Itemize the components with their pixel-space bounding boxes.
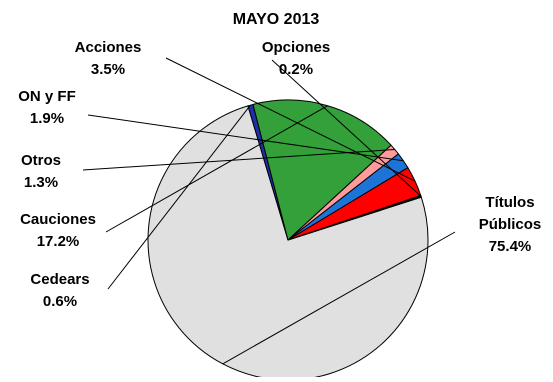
- chart-title: MAYO 2013: [233, 11, 320, 28]
- leader-line: [87, 114, 404, 162]
- slice-label: Cauciones 17.2%: [20, 211, 96, 250]
- slice-label: Cedears 0.6%: [30, 271, 89, 310]
- leader-line: [105, 105, 328, 233]
- leader-line: [271, 59, 422, 197]
- leader-line: [82, 149, 395, 171]
- slice-label: Opciones 0.2%: [262, 39, 330, 78]
- leader-line: [222, 231, 456, 365]
- leader-line: [107, 104, 251, 290]
- leader-lines: [82, 57, 456, 365]
- leader-line: [165, 57, 416, 182]
- slice-label: Acciones 3.5%: [75, 39, 142, 78]
- slice-label: Otros 1.3%: [21, 152, 61, 191]
- slice-labels: Títulos Públicos 75.4% Cedears 0.6% Cauciones…: [18, 39, 541, 310]
- slice-label: ON y FF 1.9%: [18, 88, 76, 127]
- pie-slices: [147, 99, 429, 381]
- slice-label: Títulos Públicos 75.4%: [479, 194, 542, 255]
